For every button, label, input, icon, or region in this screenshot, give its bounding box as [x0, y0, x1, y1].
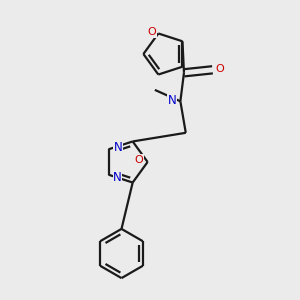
Text: N: N — [168, 94, 176, 107]
Text: O: O — [135, 154, 144, 165]
Text: O: O — [147, 27, 156, 37]
Text: N: N — [114, 141, 122, 154]
Text: O: O — [216, 64, 224, 74]
Text: N: N — [113, 171, 122, 184]
